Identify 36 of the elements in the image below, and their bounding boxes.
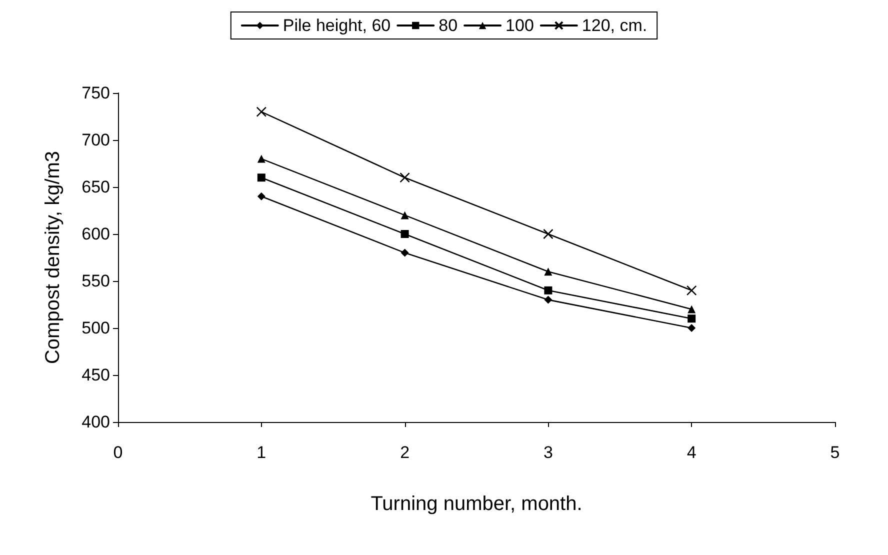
y-axis-title: Compost density, kg/m3 [42,150,64,364]
y-tick-label: 450 [82,366,110,384]
point [400,230,409,238]
legend-label: Pile height, 60 [282,16,391,35]
y-tick-label: 650 [82,178,110,196]
legend-label: 80 [438,16,458,35]
x-tick-label: 4 [686,443,696,462]
x-axis-title: Turning number, month. [370,493,582,515]
x-tick-label: 1 [256,443,266,462]
point [400,172,410,183]
point [400,211,409,220]
point [544,296,552,304]
x-tick-label: 5 [830,443,840,462]
point [257,192,266,200]
point [256,106,267,117]
x-tick-label: 2 [400,443,410,462]
y-tick-label: 700 [82,130,110,150]
legend-label: 100 [506,16,534,35]
point [543,228,554,240]
point [688,324,696,332]
x-tick-label: 0 [113,443,123,462]
point [257,154,266,163]
point [686,285,697,296]
point [400,248,409,257]
point [257,174,266,182]
y-tick-label: 600 [82,224,110,244]
point [544,286,552,294]
point [688,305,696,314]
x-tick-label: 3 [543,443,553,462]
y-tick-label: 750 [82,84,110,102]
y-tick-label: 550 [82,272,110,290]
legend-label: 120, cm. [582,16,648,35]
y-tick-label: 400 [82,412,110,432]
point [544,268,552,276]
point [688,314,696,323]
y-tick-label: 500 [82,318,110,338]
